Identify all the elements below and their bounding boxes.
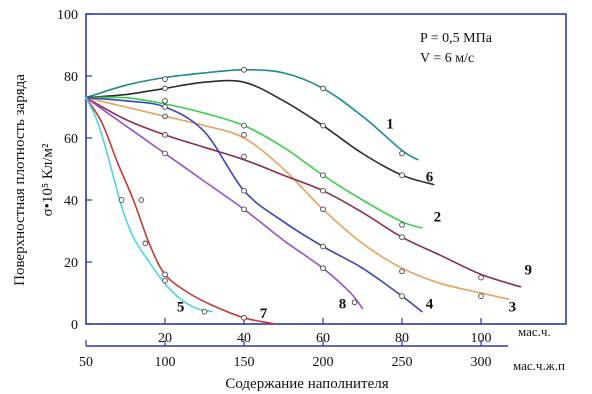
x-tick-label-top: 100	[471, 331, 492, 346]
series-line-9	[85, 96, 522, 288]
x-tick-label-bottom: 250	[392, 355, 413, 370]
y-tick-label: 20	[64, 256, 78, 271]
data-point-2	[162, 97, 168, 104]
data-point-9	[478, 274, 484, 281]
annotation-pressure: P = 0,5 МПа	[420, 31, 493, 46]
x-tick-label-bottom: 150	[234, 355, 255, 370]
data-point-2	[241, 122, 247, 129]
curve-label-9: 9	[524, 262, 532, 278]
data-point-3	[478, 293, 484, 299]
data-point-5	[201, 308, 208, 315]
data-point-6	[162, 85, 168, 92]
curve-label-7: 7	[260, 306, 268, 322]
series-line-3	[85, 96, 510, 300]
data-point-6	[399, 172, 405, 179]
series-line-4	[85, 96, 423, 313]
data-point-1	[320, 85, 326, 92]
series-layer	[85, 69, 522, 325]
series-line-1	[85, 69, 419, 161]
y-tick-label: 100	[57, 8, 78, 23]
data-point-5	[118, 197, 125, 203]
series-line-5	[85, 96, 214, 313]
data-point-4	[399, 293, 405, 299]
data-point-3	[162, 113, 168, 120]
data-point-2	[399, 221, 405, 228]
data-point-6	[320, 122, 326, 129]
data-point-4	[320, 243, 326, 250]
curve-labels: 1 6 2 3 9 4 8 7 5	[177, 117, 532, 322]
x-tick-label-top: 60	[316, 331, 330, 346]
marker-layer	[118, 66, 484, 321]
series-line-7	[85, 96, 277, 325]
y-tick-label: 0	[71, 318, 78, 333]
x-tick-label-bottom: 100	[155, 355, 176, 370]
y-tick-label: 60	[64, 132, 78, 147]
y-axis-symbol: σ•10⁵ Кл/м²	[40, 143, 56, 216]
curve-label-3: 3	[509, 300, 517, 316]
data-point-5	[142, 240, 149, 247]
data-point-7	[241, 314, 247, 321]
data-point-3	[399, 268, 405, 275]
curve-label-2: 2	[434, 210, 442, 226]
data-point-8	[351, 299, 358, 306]
curve-label-1: 1	[386, 117, 394, 133]
data-point-8	[162, 150, 168, 157]
x-tick-label-top: 20	[158, 331, 172, 346]
y-tick-label: 80	[64, 70, 78, 85]
y-tick-labels: 0 20 40 60 80 100	[57, 8, 92, 333]
data-point-3	[241, 132, 247, 138]
x-axis-title: Содержание наполнителя	[225, 376, 388, 392]
x-unit-top: мас.ч.	[518, 324, 551, 339]
data-point-1	[399, 150, 405, 157]
annotation-velocity: V = 6 м/с	[420, 51, 474, 66]
x-tick-label-bottom: 200	[313, 355, 334, 370]
x-tick-labels-bottom: 50 100 150 200 250 300	[79, 340, 492, 370]
data-point-7	[162, 271, 168, 278]
data-point-9	[399, 234, 405, 241]
data-point-9	[320, 187, 326, 194]
curve-label-5: 5	[177, 300, 185, 316]
data-point-4	[162, 104, 168, 110]
curve-label-6: 6	[426, 169, 434, 185]
series-line-8	[85, 96, 364, 310]
data-point-3	[320, 206, 326, 213]
data-point-9	[162, 132, 168, 138]
data-point-7	[138, 197, 145, 203]
data-point-8	[241, 206, 247, 213]
x-tick-label-top: 80	[395, 331, 409, 346]
data-point-8	[320, 265, 326, 272]
x-unit-bottom: мас.ч.ж.п	[513, 358, 565, 373]
curve-label-4: 4	[426, 297, 434, 313]
series-line-6	[85, 79, 435, 186]
data-point-4	[241, 187, 247, 194]
curve-label-8: 8	[339, 297, 347, 313]
plot-frame	[85, 13, 567, 325]
y-axis-title: Поверхностная плотность заряда	[12, 74, 28, 286]
x-tick-labels-top: 20 40 60 80 100	[158, 318, 492, 346]
data-point-1	[241, 66, 247, 73]
x-tick-label-bottom: 50	[79, 355, 93, 370]
data-point-9	[241, 153, 247, 160]
data-point-2	[320, 172, 326, 179]
data-point-1	[162, 76, 168, 82]
y-tick-label: 40	[64, 194, 78, 209]
data-point-5	[162, 277, 168, 284]
x-tick-label-top: 40	[237, 331, 251, 346]
series-line-2	[85, 96, 423, 229]
x-tick-label-bottom: 300	[471, 355, 492, 370]
